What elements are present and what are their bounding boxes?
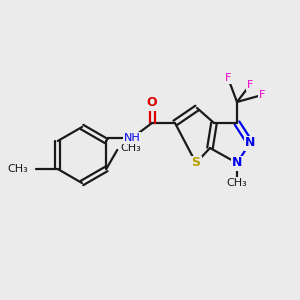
Text: S: S [191, 157, 200, 169]
Text: O: O [147, 97, 157, 110]
Text: N: N [245, 136, 255, 149]
Text: CH₃: CH₃ [7, 164, 28, 174]
Text: NH: NH [124, 133, 140, 143]
Text: F: F [247, 80, 253, 90]
Text: CH₃: CH₃ [120, 143, 141, 153]
Text: N: N [232, 157, 242, 169]
Text: CH₃: CH₃ [226, 178, 248, 188]
Text: F: F [225, 73, 231, 83]
Text: F: F [259, 90, 265, 100]
